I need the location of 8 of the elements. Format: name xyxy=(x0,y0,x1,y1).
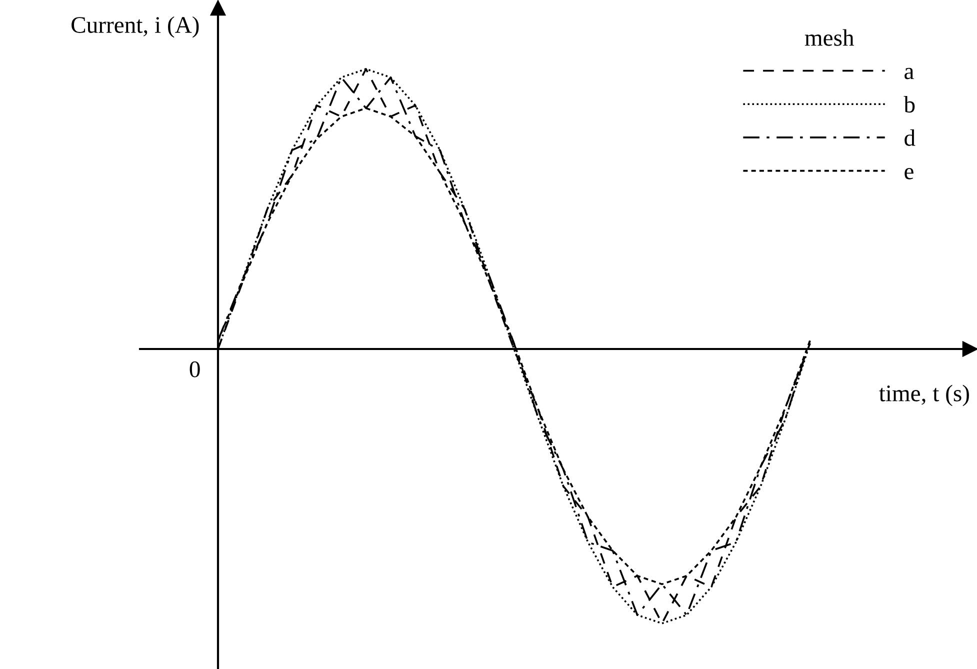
text: d xyxy=(904,129,916,146)
x-axis-title: time, t (s) xyxy=(879,384,969,406)
text: 0 xyxy=(190,361,200,378)
y-axis-title: Current, i (A) xyxy=(72,16,199,38)
legend-title: mesh xyxy=(804,29,854,46)
text: b xyxy=(904,96,915,113)
text: a xyxy=(904,68,914,80)
text: e xyxy=(904,168,914,180)
